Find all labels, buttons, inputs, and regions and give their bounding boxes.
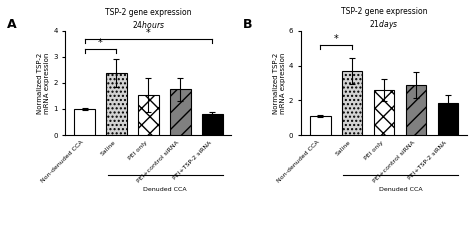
Bar xyxy=(342,71,363,135)
Bar xyxy=(202,114,223,135)
Bar xyxy=(406,85,426,135)
Bar xyxy=(138,95,159,135)
Text: Denuded CCA: Denuded CCA xyxy=(379,187,422,192)
Text: Denuded CCA: Denuded CCA xyxy=(143,187,187,192)
Y-axis label: Normalized TSP-2
mRNA expression: Normalized TSP-2 mRNA expression xyxy=(273,52,286,114)
Text: A: A xyxy=(7,18,17,31)
Bar xyxy=(438,103,458,135)
Bar xyxy=(170,89,191,135)
Bar xyxy=(74,109,95,135)
Title: TSP-2 gene expression
$\it{21 days}$: TSP-2 gene expression $\it{21 days}$ xyxy=(341,7,427,31)
Text: *: * xyxy=(146,27,151,38)
Bar xyxy=(374,90,394,135)
Text: *: * xyxy=(98,38,103,48)
Bar xyxy=(106,73,127,135)
Title: TSP-2 gene expression
$\it{24 hours}$: TSP-2 gene expression $\it{24 hours}$ xyxy=(105,8,191,30)
Y-axis label: Normalized TSP-2
mRNA expression: Normalized TSP-2 mRNA expression xyxy=(37,52,50,114)
Text: *: * xyxy=(334,34,338,43)
Bar xyxy=(310,116,330,135)
Text: B: B xyxy=(243,18,252,31)
